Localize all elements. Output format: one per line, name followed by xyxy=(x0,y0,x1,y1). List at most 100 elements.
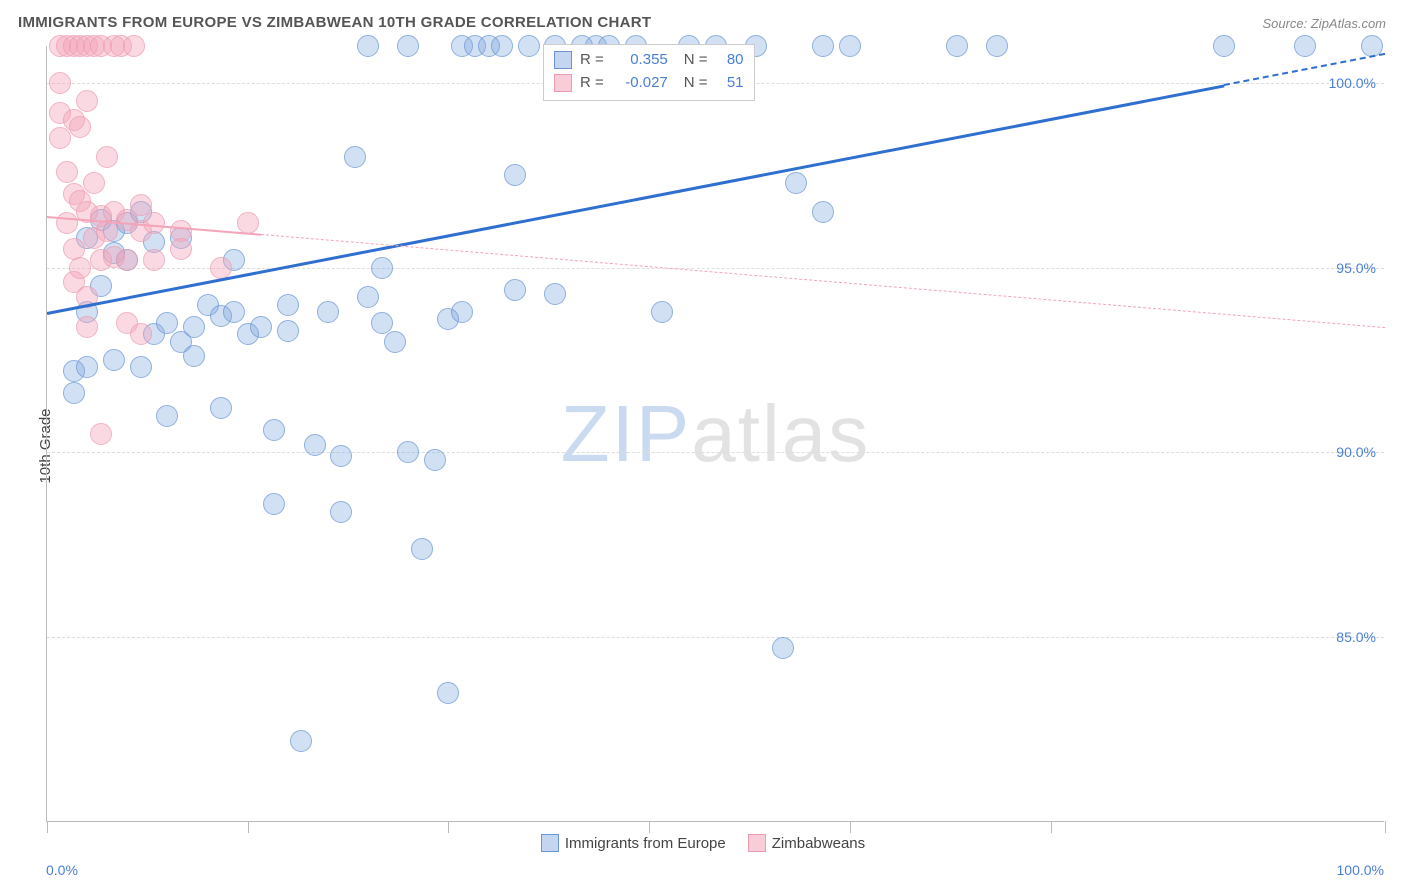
zimbabwe-point xyxy=(49,127,71,149)
n-value: 51 xyxy=(716,72,744,95)
trend-line xyxy=(47,84,1225,315)
gridline xyxy=(47,637,1384,638)
zimbabwe-point xyxy=(49,72,71,94)
watermark-zip: ZIP xyxy=(561,389,691,478)
zimbabwe-point xyxy=(143,249,165,271)
zimbabwe-point xyxy=(123,35,145,57)
plot-area: ZIPatlas 85.0%90.0%95.0%100.0% xyxy=(46,46,1384,822)
europe-point xyxy=(290,730,312,752)
legend-swatch xyxy=(541,834,559,852)
legend-swatch xyxy=(554,51,572,69)
europe-point xyxy=(330,501,352,523)
europe-point xyxy=(250,316,272,338)
chart-title: IMMIGRANTS FROM EUROPE VS ZIMBABWEAN 10T… xyxy=(18,14,651,31)
source-label: Source: ZipAtlas.com xyxy=(1262,16,1386,31)
y-tick-label: 100.0% xyxy=(1329,75,1376,91)
x-tick xyxy=(248,821,249,833)
legend-swatch xyxy=(554,74,572,92)
europe-point xyxy=(504,164,526,186)
europe-point xyxy=(156,405,178,427)
zimbabwe-point xyxy=(130,323,152,345)
europe-point xyxy=(812,201,834,223)
x-tick xyxy=(649,821,650,833)
europe-point xyxy=(63,382,85,404)
europe-point xyxy=(357,35,379,57)
legend-row: R = -0.027 N = 51 xyxy=(554,72,744,95)
europe-point xyxy=(263,493,285,515)
europe-point xyxy=(518,35,540,57)
zimbabwe-point xyxy=(90,423,112,445)
x-axis-min-label: 0.0% xyxy=(46,862,78,878)
europe-point xyxy=(411,538,433,560)
legend-swatch xyxy=(748,834,766,852)
europe-point xyxy=(304,434,326,456)
r-value: -0.027 xyxy=(612,72,668,95)
europe-point xyxy=(330,445,352,467)
zimbabwe-point xyxy=(96,146,118,168)
europe-point xyxy=(210,397,232,419)
zimbabwe-point xyxy=(116,249,138,271)
y-tick-label: 90.0% xyxy=(1336,444,1376,460)
legend-label: Immigrants from Europe xyxy=(565,835,726,852)
zimbabwe-point xyxy=(56,212,78,234)
europe-point xyxy=(183,345,205,367)
x-axis-max-label: 100.0% xyxy=(1337,862,1384,878)
x-tick xyxy=(1051,821,1052,833)
x-tick xyxy=(850,821,851,833)
europe-point xyxy=(1294,35,1316,57)
europe-point xyxy=(812,35,834,57)
n-label: N = xyxy=(684,49,708,72)
europe-point xyxy=(839,35,861,57)
y-tick-label: 85.0% xyxy=(1336,629,1376,645)
europe-point xyxy=(651,301,673,323)
europe-point xyxy=(277,294,299,316)
europe-point xyxy=(384,331,406,353)
n-value: 80 xyxy=(716,49,744,72)
europe-point xyxy=(491,35,513,57)
r-label: R = xyxy=(580,72,604,95)
europe-point xyxy=(772,637,794,659)
zimbabwe-point xyxy=(170,238,192,260)
europe-point xyxy=(504,279,526,301)
europe-point xyxy=(277,320,299,342)
europe-point xyxy=(76,356,98,378)
legend-item: Zimbabweans xyxy=(748,834,865,852)
zimbabwe-point xyxy=(83,172,105,194)
zimbabwe-point xyxy=(56,161,78,183)
trend-line xyxy=(261,234,1385,328)
europe-point xyxy=(785,172,807,194)
gridline xyxy=(47,268,1384,269)
zimbabwe-point xyxy=(76,90,98,112)
correlation-legend: R = 0.355 N = 80 R = -0.027 N = 51 xyxy=(543,44,755,101)
legend-label: Zimbabweans xyxy=(772,835,865,852)
zimbabwe-point xyxy=(76,316,98,338)
europe-point xyxy=(317,301,339,323)
europe-point xyxy=(437,682,459,704)
r-label: R = xyxy=(580,49,604,72)
europe-point xyxy=(544,283,566,305)
europe-point xyxy=(397,441,419,463)
europe-point xyxy=(424,449,446,471)
europe-point xyxy=(130,356,152,378)
x-tick xyxy=(47,821,48,833)
europe-point xyxy=(946,35,968,57)
r-value: 0.355 xyxy=(612,49,668,72)
europe-point xyxy=(357,286,379,308)
europe-point xyxy=(397,35,419,57)
zimbabwe-point xyxy=(210,257,232,279)
gridline xyxy=(47,452,1384,453)
zimbabwe-point xyxy=(69,257,91,279)
europe-point xyxy=(986,35,1008,57)
n-label: N = xyxy=(684,72,708,95)
zimbabwe-point xyxy=(69,116,91,138)
europe-point xyxy=(263,419,285,441)
europe-point xyxy=(451,301,473,323)
europe-point xyxy=(371,257,393,279)
legend-row: R = 0.355 N = 80 xyxy=(554,49,744,72)
x-tick xyxy=(448,821,449,833)
series-legend: Immigrants from Europe Zimbabweans xyxy=(0,834,1406,852)
europe-point xyxy=(1213,35,1235,57)
watermark: ZIPatlas xyxy=(561,388,870,480)
legend-item: Immigrants from Europe xyxy=(541,834,726,852)
watermark-atlas: atlas xyxy=(691,389,870,478)
